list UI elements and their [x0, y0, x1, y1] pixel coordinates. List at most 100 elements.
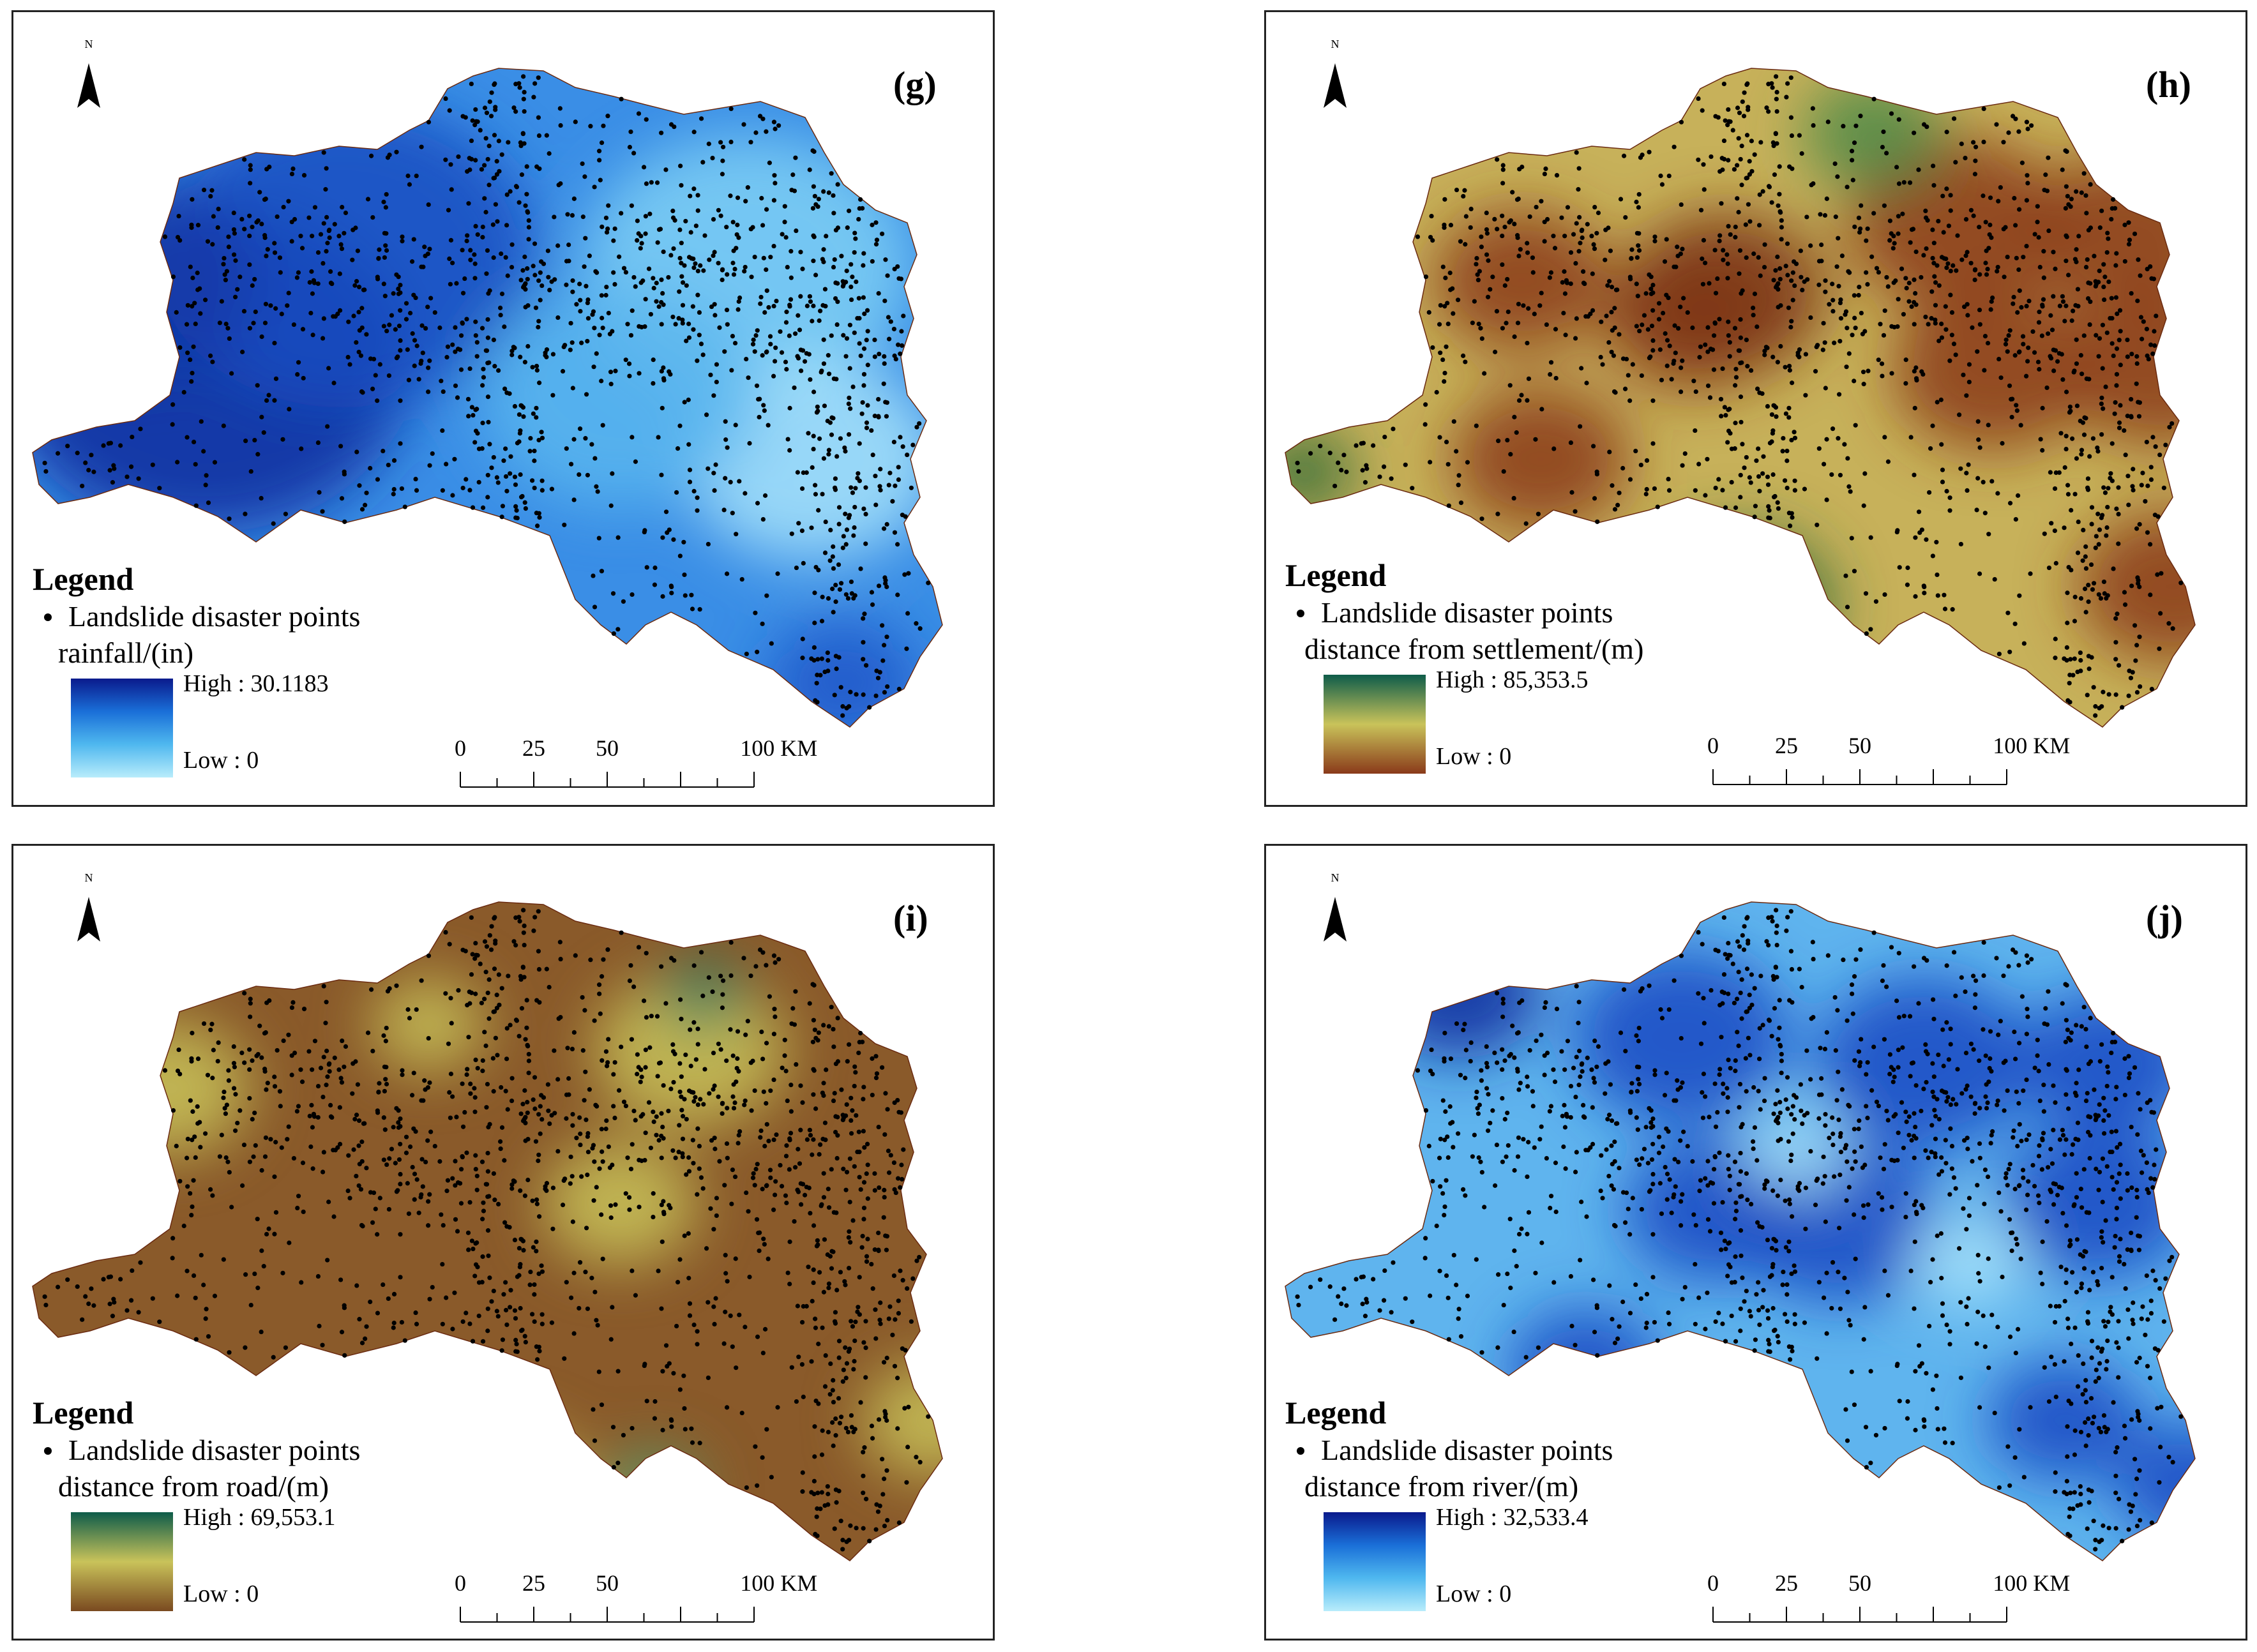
landslide-point — [250, 1116, 255, 1122]
landslide-point — [1744, 1171, 1749, 1176]
landslide-point — [356, 1143, 361, 1148]
landslide-point — [600, 1058, 605, 1063]
landslide-point — [320, 509, 325, 514]
landslide-point — [1770, 472, 1776, 477]
landslide-point — [407, 310, 413, 316]
landslide-point — [312, 1039, 318, 1044]
landslide-point — [485, 1169, 490, 1174]
landslide-point — [764, 207, 769, 212]
landslide-point — [638, 234, 644, 239]
landslide-point — [838, 436, 843, 441]
landslide-point — [325, 424, 330, 429]
landslide-point — [1626, 373, 1631, 378]
landslide-point — [583, 236, 588, 241]
landslide-point — [533, 305, 539, 310]
landslide-point — [1437, 322, 1442, 327]
landslide-point — [884, 1418, 889, 1423]
landslide-point — [396, 323, 402, 329]
landslide-point — [782, 220, 787, 225]
landslide-point — [1606, 279, 1612, 284]
landslide-point — [885, 1107, 890, 1112]
landslide-point — [75, 451, 80, 456]
landslide-point — [599, 974, 605, 979]
landslide-point — [605, 1060, 610, 1065]
landslide-point — [702, 233, 707, 238]
landslide-point — [492, 81, 497, 86]
landslide-point — [689, 256, 694, 261]
landslide-point — [406, 1211, 412, 1216]
landslide-point — [229, 371, 234, 376]
landslide-point — [262, 320, 268, 326]
landslide-point — [1778, 210, 1783, 215]
landslide-point — [801, 560, 806, 566]
landslide-point — [691, 130, 697, 135]
landslide-point — [1507, 1217, 1513, 1222]
landslide-point — [2064, 1067, 2069, 1072]
landslide-point — [2128, 675, 2134, 680]
landslide-point — [1484, 1060, 1490, 1066]
landslide-point — [489, 924, 494, 929]
landslide-point — [1862, 471, 1868, 476]
landslide-point — [1645, 327, 1650, 332]
landslide-point — [1474, 1089, 1479, 1095]
landslide-point — [1792, 283, 1797, 289]
landslide-point — [822, 669, 827, 675]
landslide-point — [508, 471, 513, 476]
landslide-point — [1446, 321, 1451, 327]
landslide-point — [854, 1526, 859, 1531]
landslide-point — [2163, 1276, 2168, 1281]
landslide-point — [472, 252, 477, 257]
landslide-point — [1495, 1060, 1500, 1065]
landslide-point — [193, 462, 198, 467]
landslide-point — [2178, 580, 2184, 585]
landslide-point — [627, 373, 632, 379]
landslide-point — [1637, 1162, 1642, 1168]
landslide-point — [2088, 562, 2094, 567]
landslide-point — [1463, 1048, 1468, 1053]
landslide-point — [411, 1070, 416, 1076]
landslide-point — [1629, 255, 1634, 261]
landslide-point — [2170, 626, 2175, 631]
landslide-point — [1650, 398, 1656, 403]
landslide-point — [1698, 344, 1703, 349]
landslide-point — [1792, 1263, 1797, 1268]
landslide-point — [89, 453, 94, 458]
landslide-point — [826, 353, 831, 358]
landslide-point — [1785, 1319, 1790, 1325]
landslide-point — [201, 449, 206, 454]
landslide-point — [680, 320, 685, 326]
landslide-point — [203, 297, 208, 303]
landslide-point — [750, 1058, 755, 1063]
landslide-point — [900, 444, 905, 449]
landslide-point — [384, 1162, 389, 1168]
landslide-point — [833, 1129, 838, 1135]
landslide-point — [844, 1102, 849, 1107]
landslide-point — [1930, 227, 1935, 232]
landslide-point — [2088, 182, 2093, 187]
landslide-point — [861, 1491, 866, 1496]
landslide-point — [789, 1365, 794, 1370]
landslide-point — [1707, 281, 1712, 286]
landslide-point — [875, 1509, 881, 1514]
landslide-point — [863, 1345, 868, 1351]
landslide-point — [847, 1199, 852, 1205]
landslide-point — [1931, 241, 1936, 246]
landslide-point — [849, 297, 854, 303]
landslide-point — [1548, 270, 1554, 275]
landslide-point — [321, 1055, 326, 1060]
landslide-point — [799, 1362, 804, 1367]
landslide-point — [1834, 264, 1839, 269]
landslide-point — [566, 1076, 571, 1081]
landslide-point — [1766, 82, 1771, 87]
landslide-point — [232, 231, 238, 236]
landslide-point — [513, 943, 518, 948]
landslide-point — [910, 442, 916, 447]
landslide-point — [402, 1338, 407, 1343]
landslide-point — [2126, 502, 2131, 507]
landslide-point — [1733, 1339, 1739, 1344]
landslide-point — [2098, 1429, 2104, 1435]
landslide-point — [454, 1115, 459, 1120]
landslide-point — [1778, 276, 1783, 282]
landslide-point — [2104, 533, 2109, 538]
landslide-point — [128, 464, 134, 469]
